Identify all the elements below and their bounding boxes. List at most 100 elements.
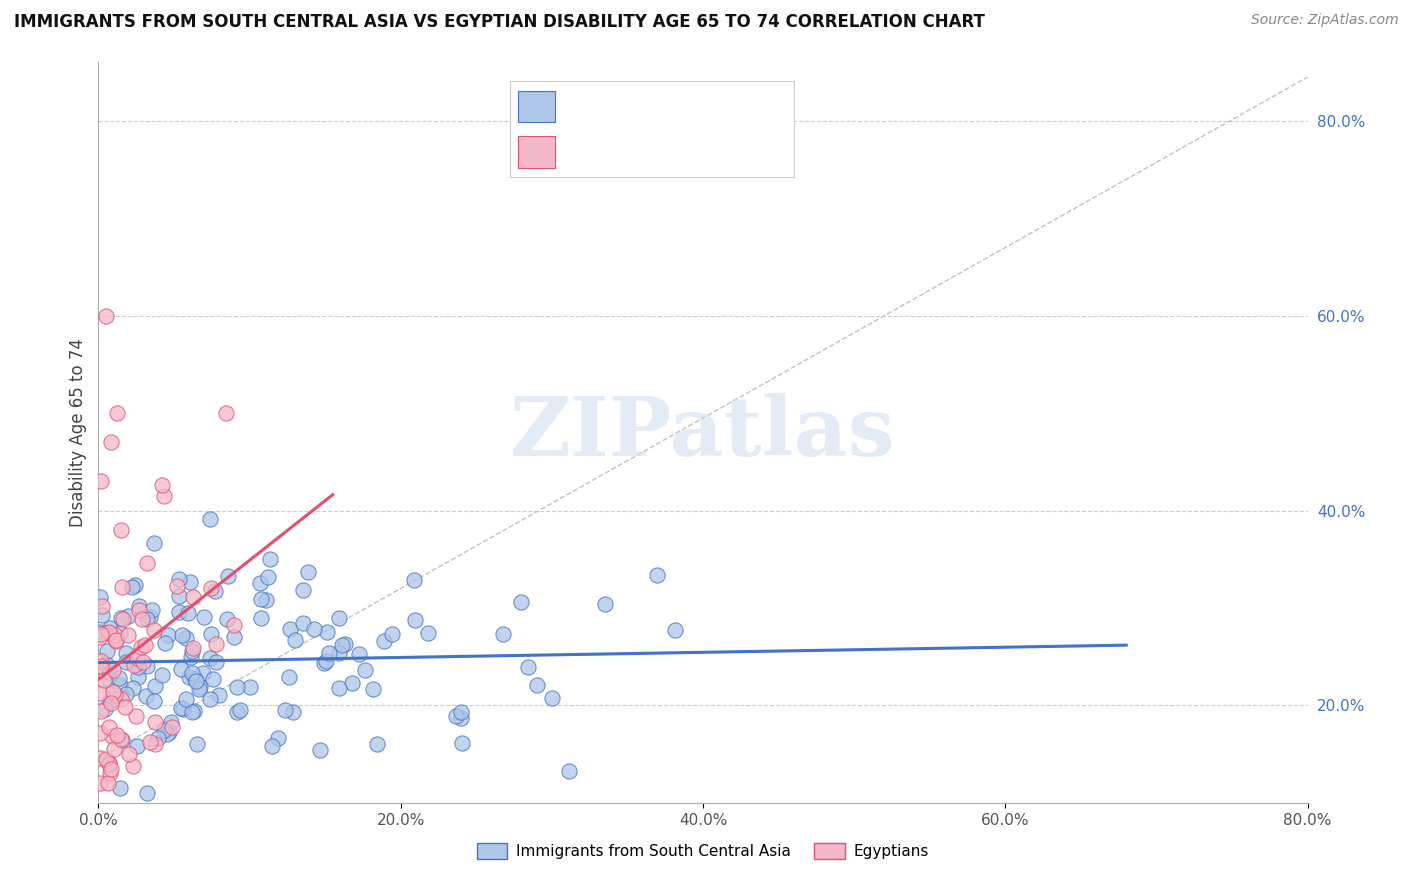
Point	[153, 723, 176, 737]
Point	[190, 680, 212, 694]
Point	[90, 659, 112, 673]
Point	[181, 644, 204, 658]
Point	[239, 681, 262, 695]
Point	[96, 644, 118, 658]
Point	[110, 523, 132, 537]
Text: ZIPatlas: ZIPatlas	[510, 392, 896, 473]
Point	[418, 625, 440, 640]
Point	[297, 565, 319, 579]
Point	[100, 435, 122, 450]
Point	[90, 475, 112, 489]
Point	[254, 593, 277, 607]
Point	[526, 677, 548, 691]
Point	[89, 751, 111, 765]
Point	[157, 628, 180, 642]
Point	[131, 640, 153, 654]
Point	[215, 612, 238, 626]
Point	[146, 731, 169, 745]
Point	[229, 702, 252, 716]
Point	[108, 677, 131, 691]
Point	[363, 682, 385, 697]
Legend: Immigrants from South Central Asia, Egyptians: Immigrants from South Central Asia, Egyp…	[471, 838, 935, 865]
Point	[664, 623, 686, 637]
Point	[103, 742, 125, 756]
Point	[180, 666, 202, 681]
Point	[143, 535, 166, 549]
Point	[91, 608, 114, 623]
Point	[100, 620, 122, 634]
Point	[96, 658, 118, 673]
Point	[172, 702, 194, 716]
Point	[292, 615, 315, 630]
Point	[112, 612, 135, 626]
Point	[170, 701, 193, 715]
Point	[318, 646, 340, 660]
Text: IMMIGRANTS FROM SOUTH CENTRAL ASIA VS EGYPTIAN DISABILITY AGE 65 TO 74 CORRELATI: IMMIGRANTS FROM SOUTH CENTRAL ASIA VS EG…	[14, 13, 986, 31]
Point	[157, 725, 180, 739]
Point	[540, 691, 562, 706]
Point	[205, 637, 228, 651]
Point	[284, 633, 307, 648]
Point	[191, 666, 214, 681]
Point	[193, 610, 215, 624]
Point	[90, 654, 112, 668]
Point	[127, 650, 149, 665]
Point	[179, 669, 201, 683]
Point	[150, 478, 173, 492]
Point	[308, 743, 330, 757]
Point	[97, 672, 120, 686]
Point	[226, 705, 249, 719]
Point	[160, 720, 183, 734]
Point	[402, 573, 425, 587]
Point	[333, 637, 356, 651]
Point	[139, 609, 162, 624]
Point	[200, 626, 222, 640]
Point	[373, 634, 395, 648]
Point	[128, 603, 150, 617]
Point	[122, 759, 145, 773]
Point	[224, 617, 246, 632]
Point	[153, 636, 176, 650]
Point	[122, 681, 145, 695]
Point	[93, 673, 115, 687]
Point	[90, 627, 112, 641]
Point	[204, 583, 226, 598]
Point	[172, 628, 194, 642]
Point	[94, 752, 117, 766]
Point	[304, 622, 326, 636]
Point	[127, 660, 149, 674]
Point	[181, 640, 204, 655]
Point	[125, 739, 148, 754]
Point	[181, 705, 204, 719]
Point	[450, 736, 472, 750]
Point	[110, 580, 132, 594]
Point	[125, 709, 148, 723]
Point	[114, 699, 136, 714]
Point	[315, 654, 337, 668]
Point	[103, 684, 125, 698]
Point	[450, 711, 472, 725]
Text: Source: ZipAtlas.com: Source: ZipAtlas.com	[1251, 13, 1399, 28]
Point	[143, 624, 166, 638]
Point	[98, 665, 121, 680]
Point	[103, 688, 125, 702]
Y-axis label: Disability Age 65 to 74: Disability Age 65 to 74	[69, 338, 87, 527]
Point	[446, 709, 468, 723]
Point	[200, 511, 222, 525]
Point	[105, 633, 128, 648]
Point	[90, 704, 112, 718]
Point	[132, 655, 155, 669]
Point	[153, 489, 176, 503]
Point	[267, 731, 290, 745]
Point	[404, 613, 426, 627]
Point	[224, 630, 246, 644]
Point	[136, 612, 159, 626]
Point	[108, 626, 131, 640]
Point	[250, 611, 273, 625]
Point	[150, 668, 173, 682]
Point	[89, 591, 111, 605]
Point	[179, 574, 201, 589]
Point	[328, 681, 350, 695]
Point	[89, 630, 111, 644]
Point	[143, 714, 166, 729]
